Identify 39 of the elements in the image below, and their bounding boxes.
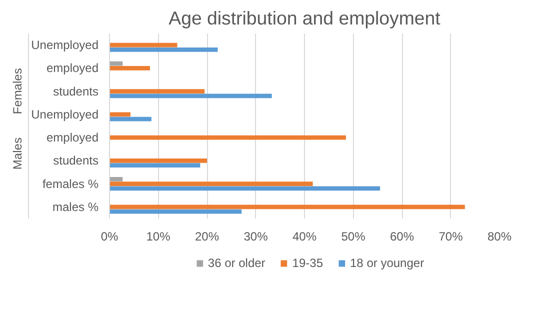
x-tick-label: 50%: [341, 230, 366, 244]
y-tick-label: males %: [52, 200, 99, 214]
y-tick-label: Unemployed: [31, 38, 99, 52]
x-tick-label: 40%: [292, 230, 317, 244]
x-tick-label: 60%: [390, 230, 414, 244]
bar: [110, 135, 346, 140]
y-tick-label: employed: [46, 130, 98, 145]
text: Males: [10, 138, 24, 170]
bar: [110, 163, 200, 168]
y-tick-label: Unemployed: [31, 107, 99, 122]
text: Females: [10, 68, 24, 114]
bar: [110, 89, 205, 94]
bar: [110, 61, 123, 66]
bar: [110, 182, 313, 186]
y-tick-label: students: [53, 84, 99, 98]
y-tick-label: females %: [42, 176, 99, 191]
y-tick-label: students: [53, 154, 99, 168]
bar: [110, 66, 150, 70]
x-tick-label: 80%: [487, 230, 512, 244]
y-tick-label: employed: [46, 61, 98, 76]
bar: [110, 94, 272, 98]
x-tick-label: 20%: [194, 230, 220, 244]
bar: [110, 112, 130, 117]
bar: [110, 158, 207, 163]
bar: [110, 176, 123, 182]
bar: [110, 186, 380, 191]
legend-label: 36 or older: [208, 256, 266, 270]
bar: [110, 209, 242, 214]
legend-label: 18 or younger: [350, 256, 424, 270]
x-tick-label: 30%: [244, 230, 268, 244]
bar: [110, 42, 178, 48]
chart-title: Age distribution and employment: [168, 8, 442, 28]
x-tick-label: 0%: [100, 230, 118, 244]
legend-label: 19-35: [292, 256, 324, 270]
x-tick-label: 70%: [438, 230, 464, 244]
x-tick-label: 10%: [146, 230, 171, 244]
bar: [110, 116, 152, 122]
bar: [110, 47, 218, 52]
bar: [110, 204, 465, 210]
